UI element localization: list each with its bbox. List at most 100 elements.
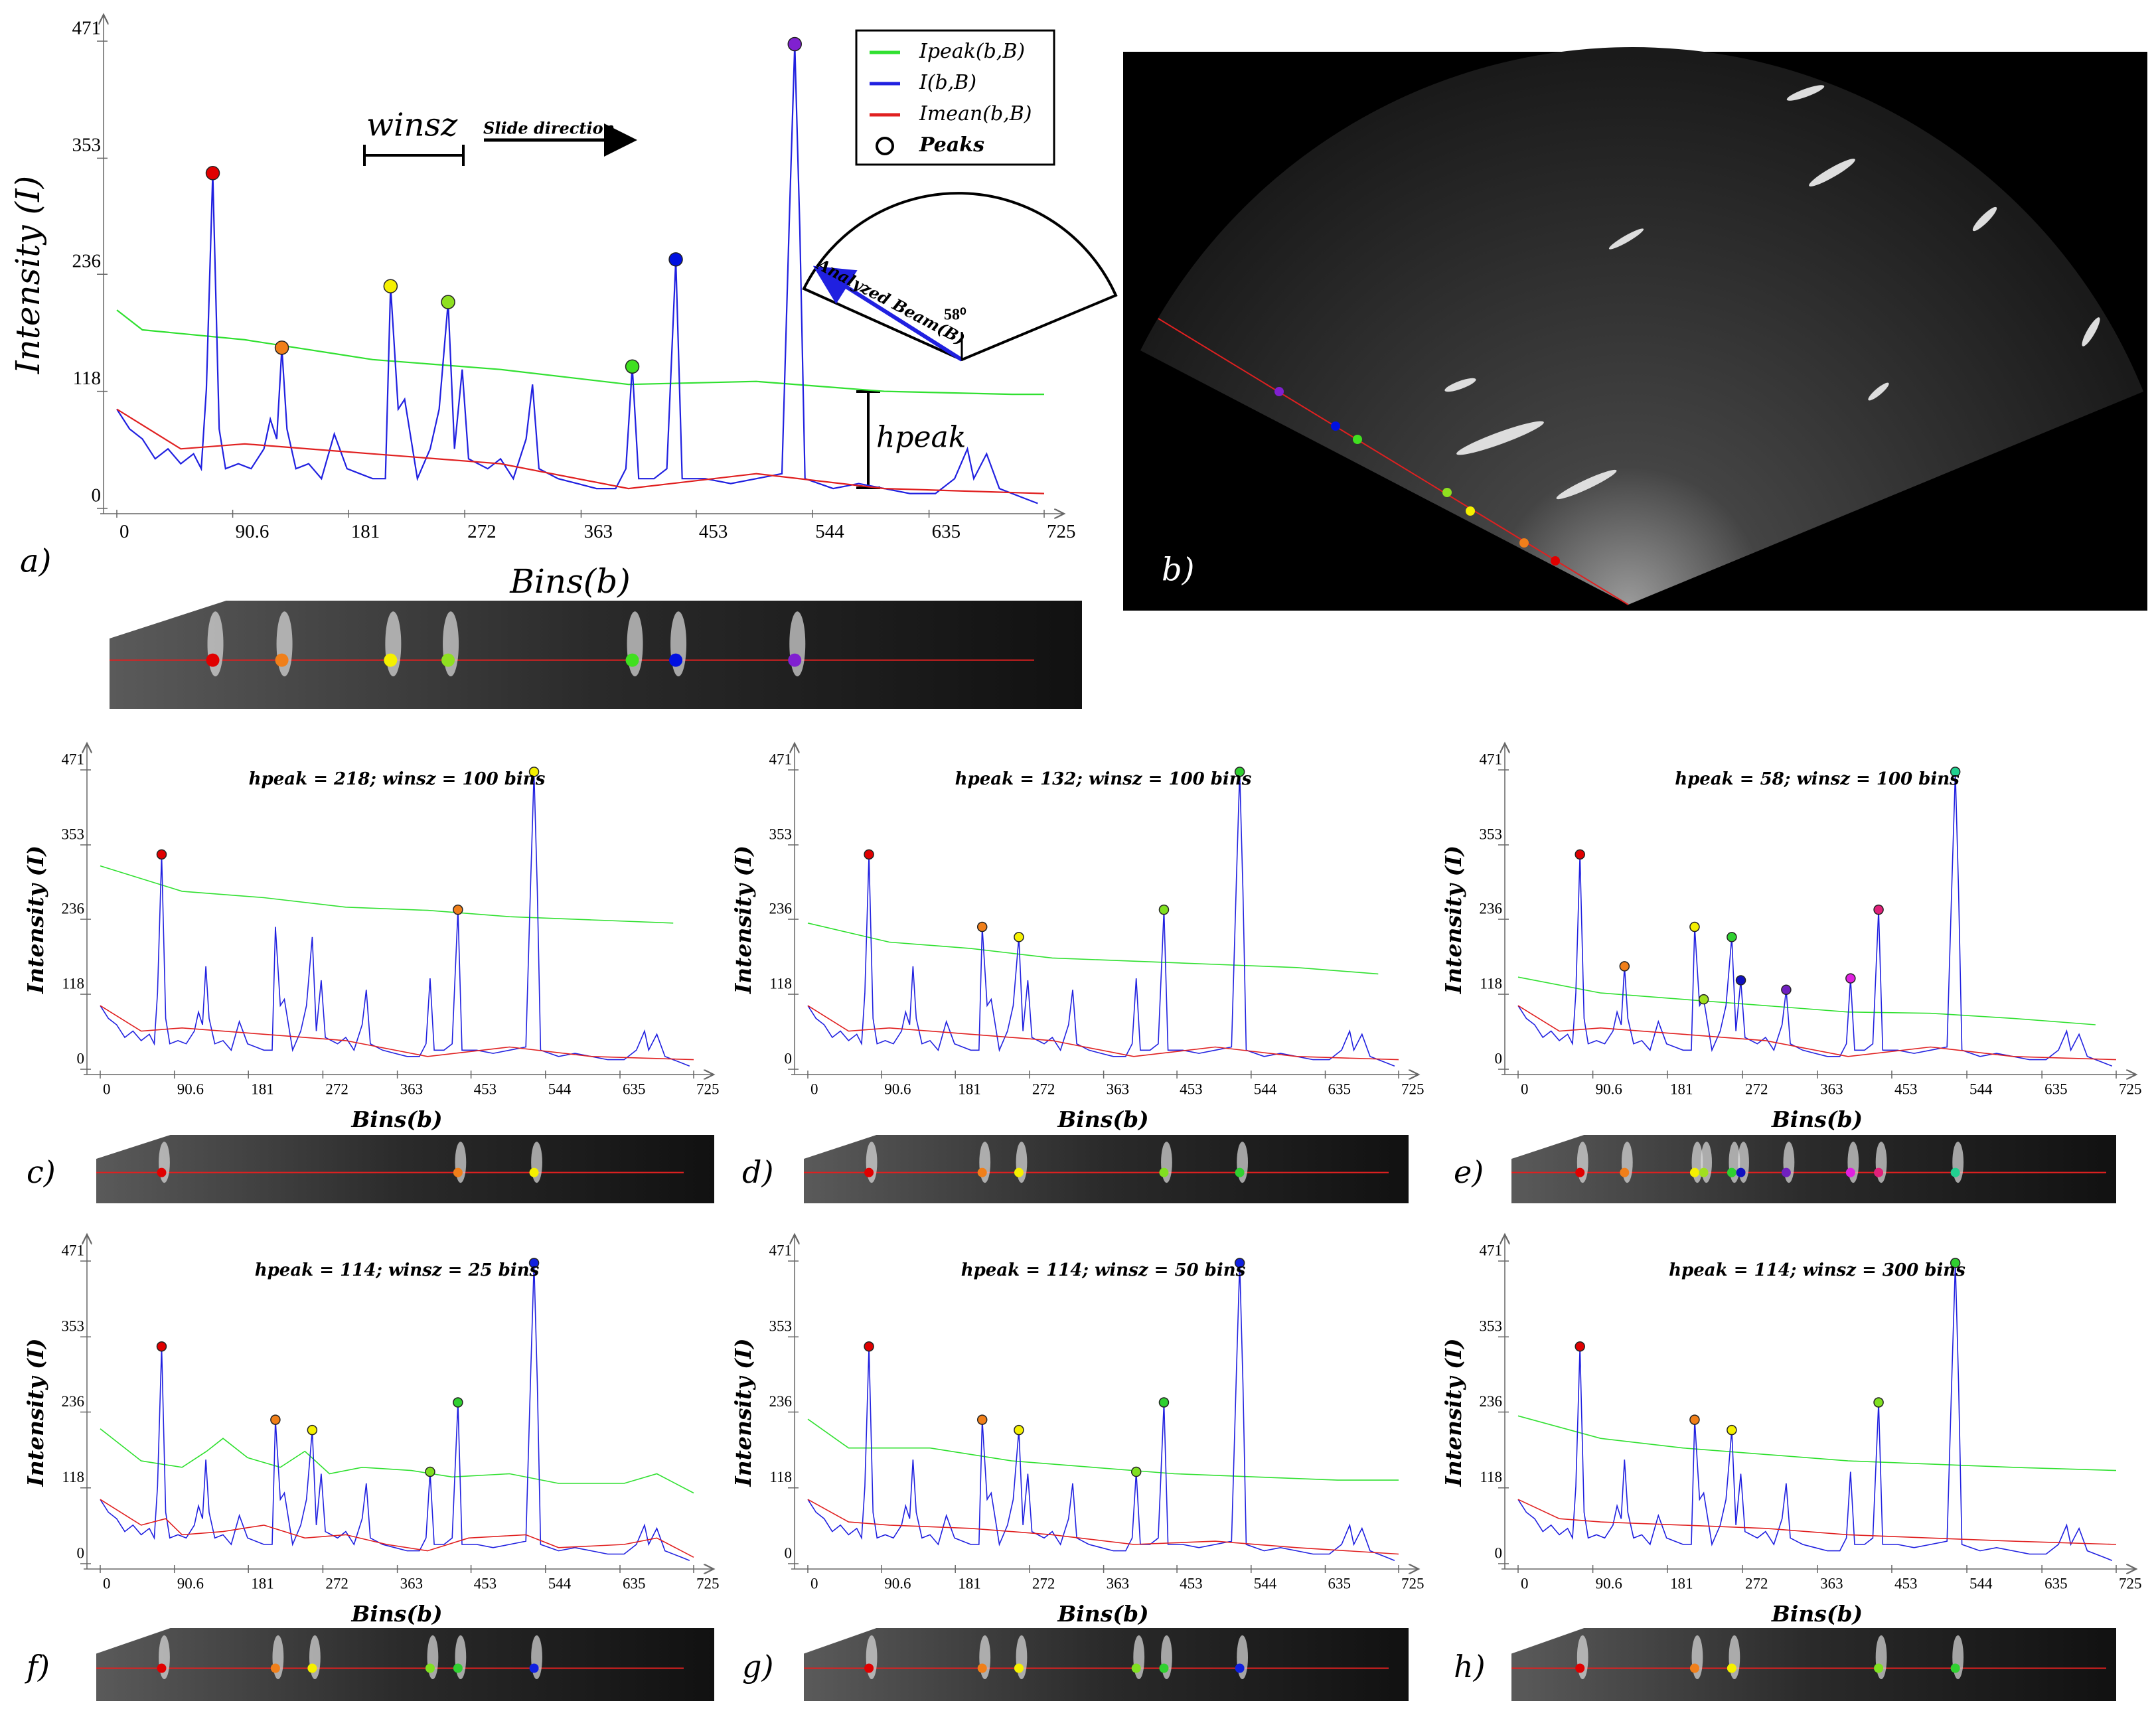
x-tick-label: 544: [815, 521, 844, 542]
strip-peak: [307, 1663, 317, 1673]
chart: 0 90.6 181 272 363 453 544 635 725 0 118 236 353 471 I…: [9, 15, 1082, 709]
y-tick-label: 0: [1495, 1544, 1503, 1561]
strip-peak: [1235, 1663, 1245, 1673]
sonar-peak: [1331, 421, 1340, 431]
line-series: [100, 865, 674, 924]
peak-marker: [1845, 973, 1856, 984]
y-tick-label: 236: [62, 1393, 85, 1410]
beam-image-strip: [96, 1628, 714, 1701]
x-tick-label: 725: [2119, 1081, 2142, 1098]
sonar-peak: [1519, 538, 1529, 548]
x-tick-label: 453: [1894, 1081, 1918, 1098]
line-series: [100, 1005, 694, 1061]
strip-echo: [627, 611, 643, 677]
peak-marker: [1950, 767, 1961, 777]
x-tick-label: 635: [932, 521, 961, 542]
chart-title: hpeak = 114; winsz = 25 bins: [255, 1260, 540, 1280]
peak-marker: [1158, 1397, 1170, 1408]
strip-peak: [1689, 1663, 1699, 1673]
x-tick-label: 725: [1401, 1081, 1424, 1098]
x-tick-label: 635: [1328, 1081, 1351, 1098]
x-tick-label: 725: [696, 1081, 720, 1098]
x-axis-label: Bins(b): [1057, 1106, 1148, 1132]
line-series: [116, 408, 1045, 494]
y-tick-label: 0: [77, 1544, 85, 1561]
strip-corner: [804, 1135, 877, 1159]
strip-peak: [206, 653, 220, 667]
beam-diagram: [802, 192, 1118, 362]
y-tick-label: 118: [1480, 975, 1502, 992]
y-tick-label: 118: [62, 1469, 84, 1485]
strip-echo: [443, 611, 459, 677]
y-tick-label: 471: [1480, 1242, 1503, 1258]
line-series: [1517, 1415, 2117, 1471]
x-tick-label: 453: [699, 521, 728, 542]
panel-label: c): [27, 1154, 56, 1190]
y-tick-label: 236: [769, 1393, 793, 1410]
panel-label: a): [20, 543, 51, 580]
beam-image-strip: [96, 1135, 714, 1203]
x-tick-label: 90.6: [177, 1081, 204, 1098]
y-tick-label: 471: [62, 1242, 85, 1258]
x-tick-label: 544: [1969, 1081, 1993, 1098]
x-tick-label: 0: [103, 1081, 111, 1098]
strip-peak: [441, 653, 455, 667]
strip-echo: [385, 611, 402, 677]
legend-label: Peaks: [919, 133, 984, 157]
strip-peak: [1159, 1663, 1169, 1673]
annotation: Analyzed Beam(B): [812, 254, 968, 348]
peak-marker: [668, 252, 683, 267]
x-tick-label: 272: [467, 521, 497, 542]
peak-marker: [453, 904, 463, 915]
chart-title: hpeak = 114; winsz = 50 bins: [961, 1260, 1246, 1280]
strip-peak: [1575, 1663, 1585, 1673]
x-tick-label: 363: [1820, 1081, 1843, 1098]
peak-marker: [425, 1466, 435, 1477]
x-tick-label: 0: [119, 521, 129, 542]
annotation: hpeak: [876, 421, 966, 455]
y-tick-label: 353: [72, 135, 102, 156]
chart: 0 90.6 181 272 363 453 544 635 725 0 118 236 353 471 h…: [730, 1234, 1424, 1701]
x-tick-label: 90.6: [884, 1081, 911, 1098]
line-series: [807, 1418, 1399, 1481]
beam-image-strip: [110, 601, 1082, 709]
y-tick-label: 236: [62, 901, 85, 917]
window-bracket: [363, 123, 637, 166]
strip-peak: [977, 1167, 987, 1177]
x-tick-label: 181: [958, 1576, 981, 1592]
y-tick-label: 353: [62, 1318, 85, 1335]
y-tick-label: 353: [1480, 1318, 1503, 1335]
line-series: [807, 923, 1379, 975]
strip-peak: [157, 1663, 167, 1673]
x-tick-label: 635: [623, 1081, 646, 1098]
beam-image-strip: [1511, 1628, 2116, 1701]
line-series: [807, 1262, 1395, 1561]
strip-peak: [1950, 1663, 1960, 1673]
x-tick-label: 272: [325, 1576, 348, 1592]
strip-peak: [625, 653, 639, 667]
x-tick-label: 544: [1254, 1081, 1277, 1098]
line-series: [1517, 771, 2113, 1067]
y-tick-label: 236: [769, 901, 793, 917]
beam-image-strip: [804, 1628, 1409, 1701]
x-tick-label: 90.6: [884, 1576, 911, 1592]
x-tick-label: 90.6: [1596, 1576, 1622, 1592]
x-tick-label: 272: [1745, 1081, 1768, 1098]
peak-marker: [528, 767, 540, 777]
x-tick-label: 725: [1401, 1576, 1424, 1592]
panel-label: d): [742, 1154, 773, 1190]
strip-peak: [453, 1167, 463, 1177]
line-series: [807, 771, 1395, 1067]
strip-corner: [110, 601, 226, 639]
y-axis-label: Intensity (I): [1440, 1338, 1466, 1487]
y-tick-label: 118: [73, 368, 101, 389]
peak-marker: [1873, 904, 1884, 915]
y-tick-label: 0: [77, 1050, 85, 1067]
x-axis-label: Bins(b): [509, 562, 631, 601]
strip-peak: [1727, 1663, 1736, 1673]
x-tick-label: 0: [810, 1576, 818, 1592]
x-tick-label: 725: [1047, 521, 1076, 542]
x-tick-label: 90.6: [1596, 1081, 1622, 1098]
sonar-peak: [1353, 435, 1362, 444]
